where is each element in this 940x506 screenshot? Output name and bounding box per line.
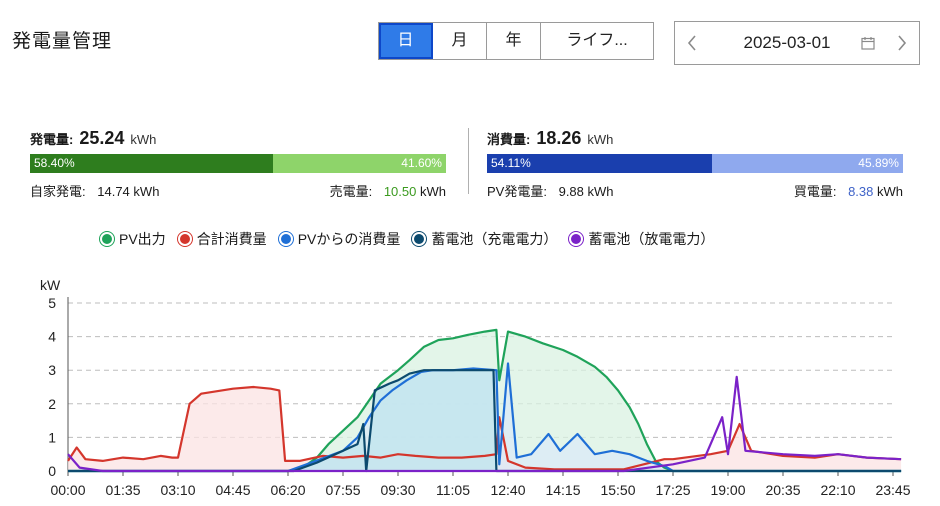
period-tabs: 日 月 年 ライフ... bbox=[378, 22, 654, 60]
legend-label: PVからの消費量 bbox=[297, 231, 401, 247]
buy-value: 8.38 bbox=[848, 184, 874, 199]
x-tick-label: 00:00 bbox=[50, 482, 85, 498]
buy-label: 買電量: bbox=[793, 184, 837, 199]
consumption-buy-portion: 45.89% bbox=[712, 154, 903, 173]
series-area bbox=[68, 370, 902, 471]
generation-sell-portion: 41.60% bbox=[272, 154, 446, 173]
pv-value: 9.88 bbox=[558, 184, 584, 199]
sell-unit: kWh bbox=[420, 184, 446, 199]
y-tick-label: 2 bbox=[48, 396, 56, 412]
consumption-value: 18.26 bbox=[536, 128, 582, 148]
date-value[interactable]: 2025-03-01 bbox=[743, 33, 831, 52]
self-label: 自家発電: bbox=[30, 184, 86, 199]
self-value: 14.74 bbox=[97, 184, 130, 199]
legend-item[interactable]: 蓄電池（充電電力） bbox=[412, 229, 557, 249]
y-axis-label: kW bbox=[40, 277, 61, 293]
x-tick-label: 04:45 bbox=[215, 482, 250, 498]
sell-value: 10.50 bbox=[383, 184, 417, 199]
bought-energy: 買電量: 8.38 kWh bbox=[794, 181, 903, 200]
generation-self-portion: 58.40% bbox=[30, 154, 273, 173]
page-title: 発電量管理 bbox=[12, 31, 113, 52]
x-tick-label: 03:10 bbox=[160, 482, 195, 498]
generation-value: 25.24 bbox=[79, 128, 125, 148]
x-tick-label: 22:10 bbox=[820, 482, 855, 498]
consumption-pv-portion: 54.11% bbox=[487, 154, 713, 173]
legend-dot-icon bbox=[278, 232, 293, 246]
y-tick-label: 4 bbox=[48, 329, 56, 345]
x-tick-label: 09:30 bbox=[380, 482, 415, 498]
chart-legend: PV出力 合計消費量 PVからの消費量 蓄電池（充電電力） 蓄電池（放電電力） bbox=[100, 229, 714, 249]
legend-label: 蓄電池（充電電力） bbox=[431, 231, 558, 247]
tab-year[interactable]: 年 bbox=[487, 23, 541, 59]
buy-unit: kWh bbox=[877, 184, 903, 199]
x-tick-label: 17:25 bbox=[655, 482, 690, 498]
x-tick-label: 20:35 bbox=[765, 482, 800, 498]
pv-label: PV発電量: bbox=[487, 184, 547, 199]
self-consumption: 自家発電: 14.74 kWh bbox=[30, 181, 159, 200]
legend-item[interactable]: PVからの消費量 bbox=[278, 229, 401, 249]
consumption-label: 消費量: bbox=[487, 132, 531, 147]
y-tick-label: 0 bbox=[48, 463, 56, 479]
legend-item[interactable]: 蓄電池（放電電力） bbox=[569, 229, 714, 249]
tab-lifetime[interactable]: ライフ... bbox=[541, 23, 653, 59]
x-tick-label: 19:00 bbox=[710, 482, 745, 498]
consumption-unit: kWh bbox=[587, 132, 614, 147]
generation-ratio-bar: 58.40% 41.60% bbox=[30, 154, 446, 173]
power-line-chart: kW 0 1 2 3 4 5 00:00 01:35 03:10 04:45 06:20 07:55 09… bbox=[40, 277, 911, 498]
x-tick-label: 07:55 bbox=[325, 482, 360, 498]
panel-divider bbox=[468, 128, 469, 194]
x-tick-label: 11:05 bbox=[436, 482, 470, 498]
series-line bbox=[68, 328, 902, 473]
legend-label: 合計消費量 bbox=[196, 231, 267, 247]
x-tick-label: 23:45 bbox=[875, 482, 910, 498]
consumption-ratio-bar: 54.11% 45.89% bbox=[487, 154, 903, 173]
y-tick-label: 1 bbox=[48, 429, 56, 445]
x-tick-label: 12:40 bbox=[490, 482, 525, 498]
chevron-right-icon[interactable] bbox=[885, 22, 919, 64]
series-area bbox=[68, 387, 902, 471]
legend-item[interactable]: 合計消費量 bbox=[177, 229, 267, 249]
y-tick-label: 5 bbox=[48, 295, 56, 311]
x-tick-label: 01:35 bbox=[105, 482, 140, 498]
legend-dot-icon bbox=[412, 232, 427, 246]
legend-dot-icon bbox=[569, 232, 584, 246]
date-picker: 2025-03-01 bbox=[674, 21, 920, 65]
self-unit: kWh bbox=[133, 184, 160, 199]
x-tick-label: 15:50 bbox=[600, 482, 635, 498]
series-line bbox=[68, 369, 902, 473]
chevron-left-icon[interactable] bbox=[675, 22, 709, 64]
x-tick-label: 14:15 bbox=[545, 482, 580, 498]
consumption-panel: 消費量: 18.26 kWh 54.11% 45.89% PV発電量: 9.88… bbox=[487, 128, 903, 199]
pv-unit: kWh bbox=[587, 184, 614, 199]
legend-dot-icon bbox=[100, 232, 114, 246]
legend-label: 蓄電池（放電電力） bbox=[588, 231, 715, 247]
legend-label: PV出力 bbox=[119, 231, 166, 247]
x-tick-label: 06:20 bbox=[270, 482, 305, 498]
legend-item[interactable]: PV出力 bbox=[100, 229, 166, 249]
sell-label: 売電量: bbox=[329, 184, 373, 199]
legend-dot-icon bbox=[177, 232, 192, 246]
generation-panel: 発電量: 25.24 kWh 58.40% 41.60% 自家発電: 14.74… bbox=[30, 128, 446, 199]
tab-month[interactable]: 月 bbox=[433, 23, 487, 59]
generation-label: 発電量: bbox=[30, 132, 74, 147]
generation-unit: kWh bbox=[130, 132, 157, 147]
series-line bbox=[67, 375, 902, 473]
y-tick-label: 3 bbox=[48, 362, 56, 378]
calendar-icon[interactable] bbox=[857, 22, 879, 64]
sold-energy: 売電量: 10.50 kWh bbox=[330, 181, 446, 200]
tab-day[interactable]: 日 bbox=[379, 23, 433, 59]
pv-consumption: PV発電量: 9.88 kWh bbox=[487, 181, 614, 200]
